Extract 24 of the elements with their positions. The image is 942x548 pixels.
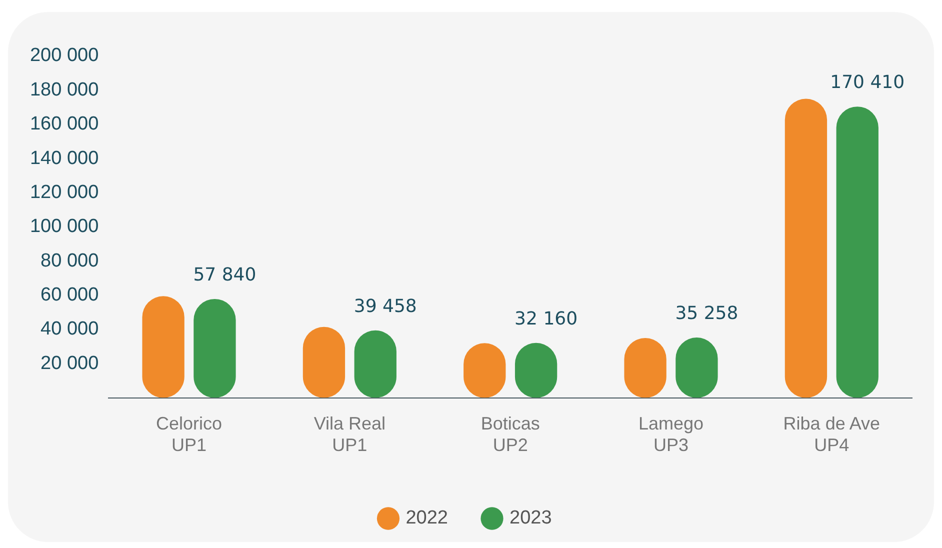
x-tick-label: Riba de Ave UP4 [783,414,880,456]
data-label: 39 458 [354,296,417,318]
x-tick-label: Boticas UP2 [480,414,540,456]
y-tick-label: 100 000 [30,216,99,238]
legend-label: 2023 [510,508,552,529]
y-tick-label: 120 000 [30,182,99,203]
x-tick-label: Lamego UP3 [638,414,704,456]
y-tick-label: 180 000 [30,79,99,100]
x-tick-label: Celorico UP1 [156,414,222,456]
bar [784,98,828,398]
y-tick-label: 80 000 [40,250,99,272]
bar [836,106,878,398]
x-tick-label: Vila Real UP1 [314,414,386,456]
y-tick-label: 60 000 [40,284,99,306]
data-label: 32 160 [514,308,578,330]
data-label: 170 410 [830,72,905,94]
y-tick-label: 40 000 [40,318,99,340]
y-tick-label: 200 000 [30,45,99,66]
y-tick-label: 160 000 [30,114,99,135]
data-label: 35 258 [675,303,738,324]
legend-label: 2022 [406,508,448,529]
y-tick-label: 140 000 [30,148,99,169]
y-tick-label: 20 000 [40,352,99,374]
data-label: 57 840 [193,264,256,286]
